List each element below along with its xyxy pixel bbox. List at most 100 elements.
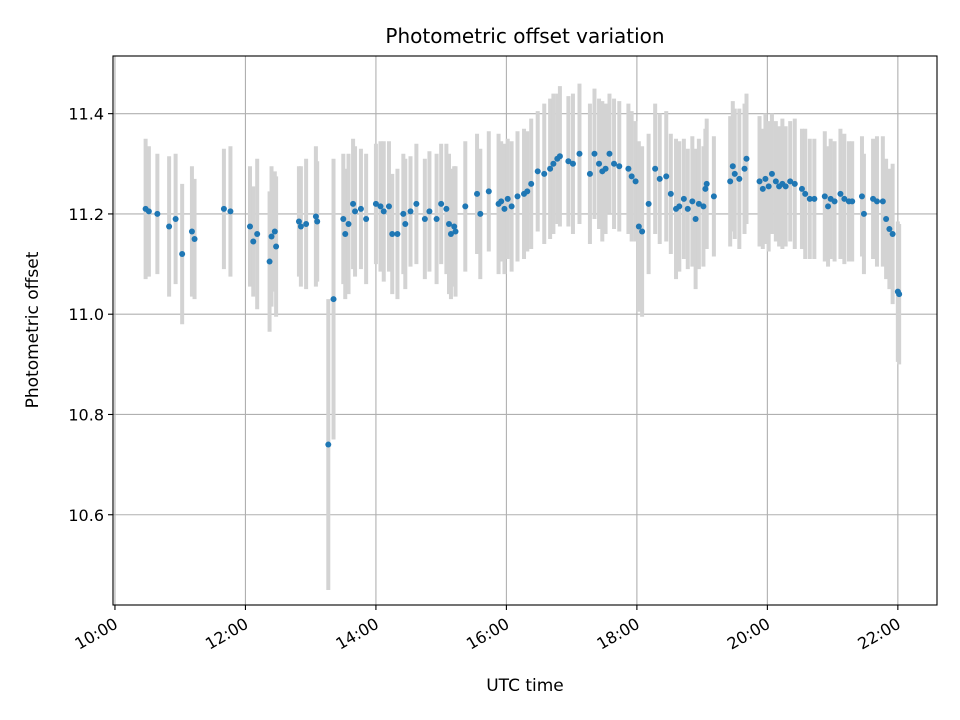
data-point: [762, 175, 769, 182]
data-point: [632, 178, 639, 185]
data-point: [394, 230, 401, 237]
data-point: [528, 180, 535, 187]
data-point: [325, 441, 332, 448]
data-point: [667, 190, 674, 197]
data-point: [166, 223, 173, 230]
data-point: [772, 178, 779, 185]
data-point: [273, 243, 280, 250]
data-point: [297, 223, 304, 230]
data-point: [611, 160, 618, 167]
data-point: [628, 173, 635, 180]
chart-title: Photometric offset variation: [385, 24, 664, 48]
data-point: [498, 198, 505, 205]
data-point: [787, 178, 794, 185]
data-point: [508, 203, 515, 210]
data-point: [451, 223, 458, 230]
data-point: [765, 183, 772, 190]
data-point: [695, 200, 702, 207]
data-point: [576, 150, 583, 157]
data-point: [602, 165, 609, 172]
data-point: [645, 200, 652, 207]
data-point: [380, 208, 387, 215]
data-point: [357, 205, 364, 212]
data-point: [400, 210, 407, 217]
data-point: [591, 150, 598, 157]
data-point: [220, 205, 227, 212]
data-point: [731, 170, 738, 177]
data-point: [247, 223, 254, 230]
data-point: [501, 205, 508, 212]
data-point: [389, 230, 396, 237]
plot-frame: [112, 55, 938, 606]
data-point: [462, 203, 469, 210]
data-point: [886, 225, 893, 232]
data-point: [474, 190, 481, 197]
data-point: [825, 203, 832, 210]
y-axis-label: Photometric offset: [23, 251, 43, 408]
data-point: [860, 210, 867, 217]
data-point: [586, 170, 593, 177]
data-point: [413, 200, 420, 207]
data-point: [547, 165, 554, 172]
data-point: [689, 198, 696, 205]
data-point: [831, 198, 838, 205]
data-point: [421, 215, 428, 222]
data-point: [596, 160, 603, 167]
data-point: [314, 218, 321, 225]
data-point: [736, 175, 743, 182]
data-point: [837, 190, 844, 197]
data-point: [841, 195, 848, 202]
data-point: [896, 291, 903, 298]
y-tick-label: 11.0: [68, 305, 104, 324]
data-point: [363, 215, 370, 222]
data-point: [565, 158, 572, 165]
data-point: [514, 193, 521, 200]
data-point: [330, 296, 337, 303]
data-point: [759, 185, 766, 192]
data-point: [768, 170, 775, 177]
data-point: [729, 163, 736, 170]
y-tick-label: 11.4: [68, 105, 104, 124]
data-point: [352, 208, 359, 215]
data-point: [710, 193, 717, 200]
data-point: [550, 160, 557, 167]
data-point: [340, 215, 347, 222]
data-point: [524, 188, 531, 195]
data-point: [271, 228, 278, 235]
data-point: [443, 205, 450, 212]
data-point: [849, 198, 856, 205]
data-point: [188, 228, 195, 235]
data-point: [447, 230, 454, 237]
data-point: [873, 198, 880, 205]
data-point: [254, 230, 261, 237]
data-point: [616, 163, 623, 170]
data-point: [635, 223, 642, 230]
data-point: [250, 238, 257, 245]
data-point: [445, 220, 452, 227]
data-point: [433, 215, 440, 222]
data-point: [692, 215, 699, 222]
data-point: [802, 190, 809, 197]
data-point: [703, 180, 710, 187]
data-point: [798, 185, 805, 192]
data-point: [791, 180, 798, 187]
data-point: [625, 165, 632, 172]
data-point: [700, 203, 707, 210]
data-point: [172, 215, 179, 222]
data-point: [541, 170, 548, 177]
data-point: [426, 208, 433, 215]
data-point: [295, 218, 302, 225]
data-point: [303, 220, 310, 227]
data-point: [385, 203, 392, 210]
data-point: [883, 215, 890, 222]
data-point: [741, 165, 748, 172]
data-point: [743, 155, 750, 162]
data-point: [806, 195, 813, 202]
x-axis-label: UTC time: [486, 676, 564, 696]
data-point: [811, 195, 818, 202]
data-point: [312, 213, 319, 220]
data-point: [268, 233, 275, 240]
data-point: [179, 251, 186, 258]
